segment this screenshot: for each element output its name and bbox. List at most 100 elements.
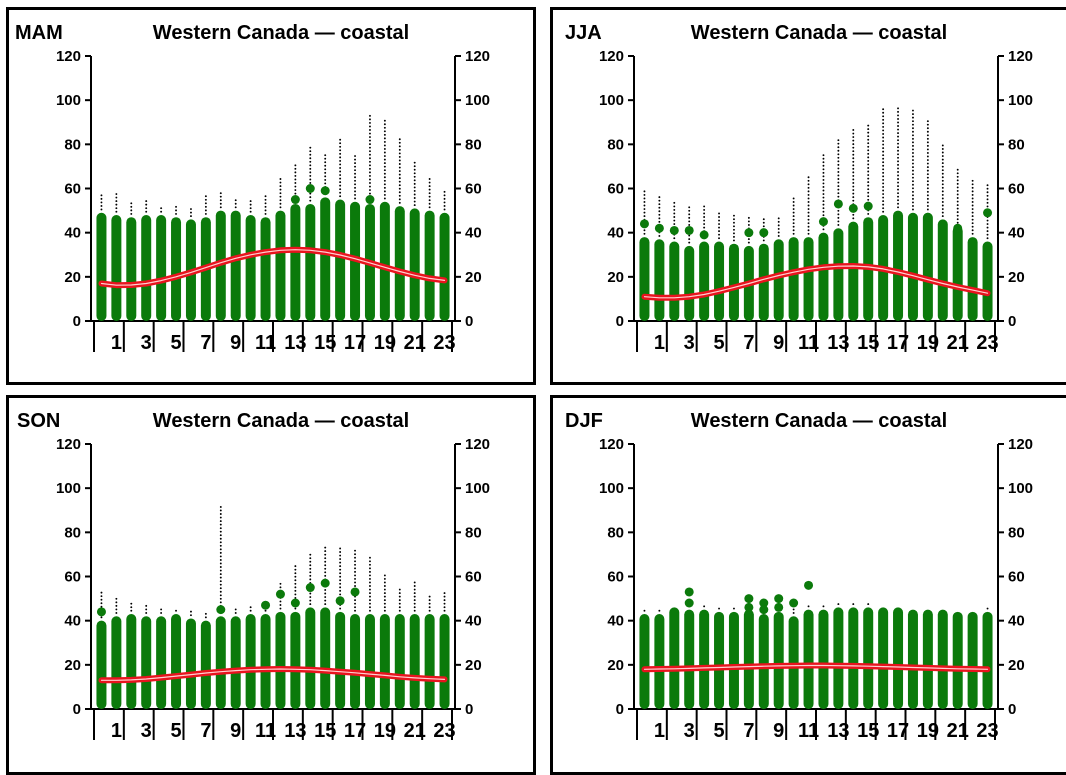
outlier-point: [294, 167, 297, 170]
outlier-point: [956, 204, 959, 207]
outlier-point: [971, 193, 974, 196]
data-bar: [305, 607, 316, 709]
y-tick-label-left: 120: [56, 48, 81, 65]
outlier-point: [926, 127, 929, 130]
data-bar: [111, 616, 122, 709]
outlier-point: [339, 149, 342, 152]
x-tick-label: 21: [947, 332, 969, 354]
outlier-point: [822, 186, 825, 188]
outlier-point: [175, 209, 177, 212]
outlier-point: [309, 174, 312, 177]
outlier-point: [413, 204, 416, 207]
data-bar: [96, 212, 107, 321]
outlier-point: [867, 142, 870, 145]
outlier-point: [912, 144, 914, 147]
outlier-point: [249, 207, 252, 210]
outlier-point: [822, 161, 825, 164]
outlier-point: [354, 581, 356, 584]
data-bar: [200, 620, 211, 709]
outlier-point: [413, 193, 416, 196]
outlier-point: [354, 172, 356, 175]
outlier-point: [219, 601, 222, 604]
outlier-point: [428, 595, 431, 598]
x-tick-label: 19: [374, 332, 396, 354]
outlier-point: [369, 570, 371, 573]
outlier-point: [912, 194, 914, 197]
outlier-point: [413, 197, 416, 199]
outlier-point: [777, 227, 780, 230]
outlier-point: [219, 541, 222, 544]
outlier-point: [882, 143, 885, 146]
outlier-point: [912, 159, 914, 161]
outlier-point: [822, 164, 825, 167]
outlier-point: [398, 595, 401, 598]
y-tick-label-right: 20: [1008, 269, 1025, 286]
outlier-point: [897, 149, 899, 152]
outlier-point: [643, 190, 646, 193]
outlier-point: [324, 171, 327, 174]
outlier-point: [956, 189, 959, 192]
outlier-point: [398, 163, 401, 165]
outlier-point: [354, 602, 356, 605]
y-tick-label-right: 120: [465, 48, 490, 65]
outlier-point: [219, 530, 222, 533]
data-bar: [275, 210, 286, 321]
outlier-point: [354, 560, 356, 563]
outlier-point: [219, 555, 222, 558]
outlier-point: [807, 193, 810, 196]
outlier-point: [309, 182, 312, 184]
outlier-point: [130, 609, 133, 612]
x-tick-label: 5: [713, 332, 724, 354]
x-tick-label: 17: [344, 720, 366, 742]
outlier-point: [762, 221, 765, 224]
y-tick-label-right: 0: [465, 313, 473, 330]
x-tick-label: 5: [170, 720, 181, 742]
outlier-point: [897, 132, 899, 135]
outlier-point: [339, 174, 342, 176]
outlier-point: [249, 609, 252, 612]
outlier-point: [100, 208, 103, 211]
outlier-point: [294, 171, 297, 174]
outlier-point: [264, 212, 267, 215]
outlier-point: [941, 155, 944, 157]
y-tick-label-right: 120: [1008, 48, 1033, 65]
y-tick-label-right: 0: [465, 701, 473, 718]
x-tick-label: 9: [230, 332, 241, 354]
outlier-point: [882, 129, 885, 132]
outlier-point: [219, 597, 222, 600]
outlier-point: [882, 175, 885, 178]
data-point: [774, 602, 784, 612]
data-bar: [922, 609, 933, 709]
outlier-point: [882, 140, 885, 142]
outlier-point: [369, 588, 371, 591]
outlier-point: [926, 155, 929, 158]
season-label: JJA: [565, 22, 602, 44]
outlier-point: [822, 200, 825, 203]
outlier-point: [294, 586, 297, 589]
outlier-point: [822, 171, 825, 174]
x-tick-label: 21: [404, 720, 426, 742]
outlier-point: [867, 188, 870, 191]
outlier-point: [219, 537, 222, 540]
outlier-point: [324, 571, 327, 574]
chart-panel-jja: JJA Western Canada — coastal 0 0 20 20 40 40 6…: [550, 7, 1066, 385]
outlier-point: [807, 215, 810, 218]
outlier-point: [673, 212, 676, 215]
outlier-point: [792, 208, 795, 210]
data-bar: [699, 241, 710, 321]
outlier-point: [882, 207, 885, 210]
outlier-point: [897, 199, 899, 202]
outlier-point: [837, 181, 840, 184]
outlier-point: [369, 577, 371, 580]
outlier-point: [897, 146, 899, 149]
outlier-point: [190, 211, 192, 214]
outlier-point: [279, 178, 282, 180]
outlier-point: [643, 609, 646, 612]
outlier-point: [383, 176, 386, 179]
y-tick-label-left: 60: [64, 569, 81, 586]
outlier-point: [339, 572, 342, 575]
y-tick-label-right: 100: [465, 92, 490, 109]
data-bar: [424, 210, 435, 321]
outlier-point: [986, 191, 989, 194]
outlier-point: [971, 229, 974, 232]
